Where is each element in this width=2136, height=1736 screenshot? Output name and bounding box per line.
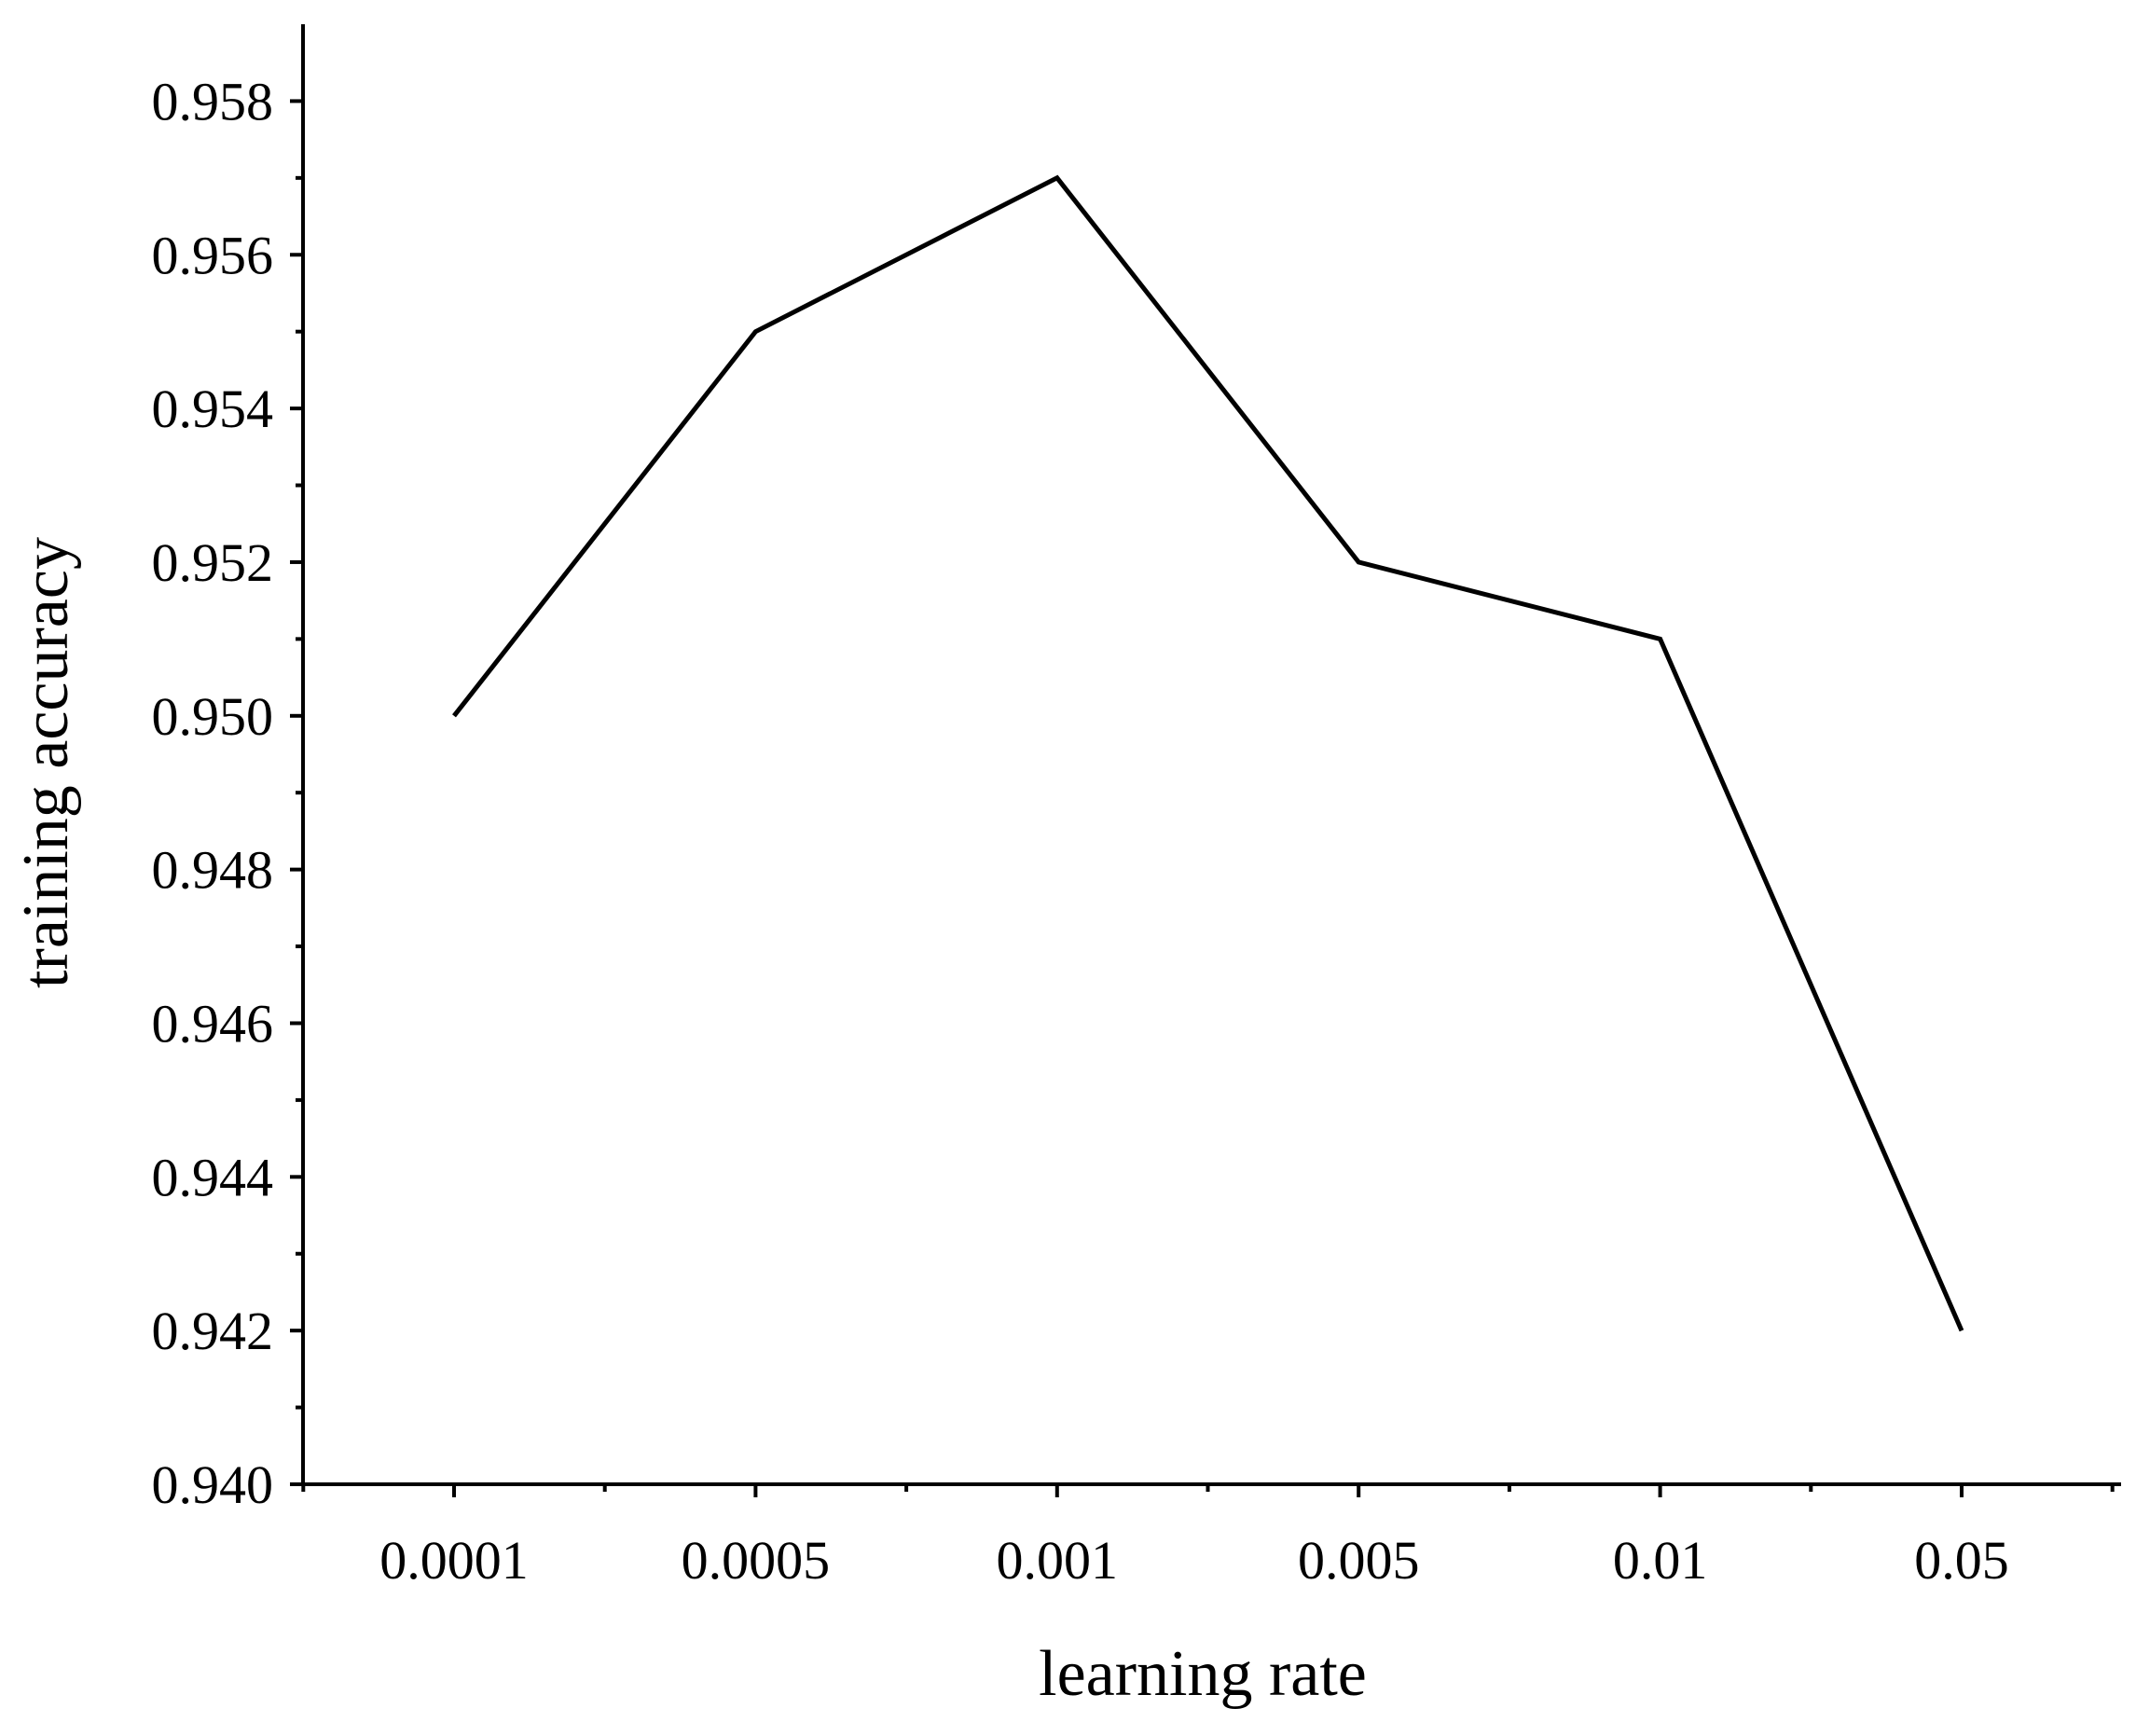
y-tick-label: 0.946	[152, 993, 274, 1054]
y-tick-label: 0.948	[152, 840, 274, 901]
x-axis-ticks: 0.0001 0.0005 0.001 0.005 0.01 0.05	[301, 1484, 2115, 1591]
x-tick-label: 0.0005	[682, 1530, 831, 1591]
y-axis-ticks: 0.940 0.942 0.944 0.946 0.948 0.950 0.952 0.954…	[152, 71, 303, 1515]
y-tick-label: 0.952	[152, 532, 274, 593]
x-tick-label: 0.005	[1298, 1530, 1420, 1591]
y-tick-label: 0.958	[152, 71, 274, 131]
x-tick-label: 0.001	[997, 1530, 1119, 1591]
x-tick-label: 0.01	[1613, 1530, 1708, 1591]
x-tick-label: 0.05	[1914, 1530, 2009, 1591]
y-tick-label: 0.944	[152, 1147, 274, 1207]
y-tick-label: 0.956	[152, 225, 274, 285]
series-line	[452, 174, 1964, 1332]
y-tick-label: 0.940	[152, 1454, 274, 1515]
y-tick-label: 0.950	[152, 686, 274, 747]
y-tick-label: 0.942	[152, 1301, 274, 1361]
y-axis-title: training accuracy	[10, 537, 82, 988]
x-axis-title: learning rate	[1039, 1638, 1367, 1710]
series-group	[452, 174, 1964, 1332]
y-tick-label: 0.954	[152, 379, 274, 439]
x-tick-label: 0.0001	[379, 1530, 529, 1591]
